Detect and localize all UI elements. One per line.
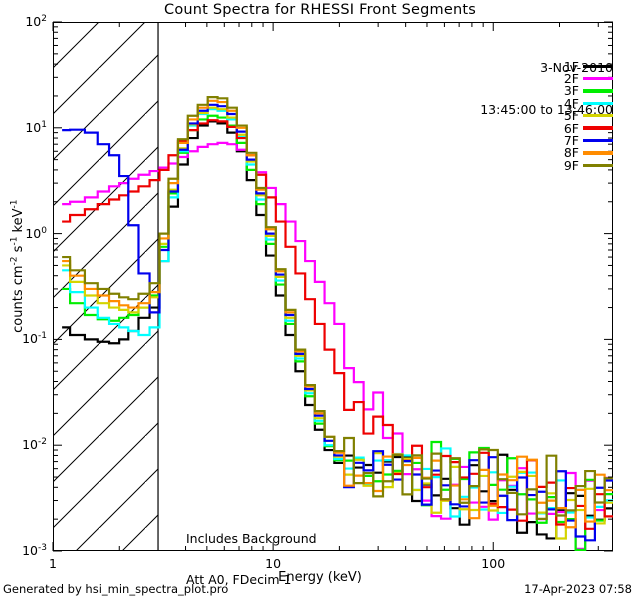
y-tick-label: 101 (25, 119, 47, 135)
legend-label: 6F (563, 120, 579, 136)
plot-note: Includes Background Att A0, FDecim 1 (186, 505, 317, 613)
legend-label: 1F (563, 58, 579, 74)
legend-label: 9F (563, 157, 579, 173)
legend-label: 8F (563, 145, 579, 161)
plot-note-line-1: Includes Background (186, 531, 317, 546)
y-tick-label: 100 (25, 225, 47, 241)
legend-item-1f[interactable]: 1F (563, 58, 613, 74)
legend-color-swatch (583, 89, 613, 93)
legend-color-swatch (583, 114, 613, 118)
footer-timestamp: 17-Apr-2023 07:58 (524, 582, 632, 596)
chart-root: Count Spectra for RHESSI Front Segments … (3, 2, 632, 596)
legend-color-swatch (583, 163, 613, 168)
y-axis-label-text: counts cm-2 s-1 keV-1 (9, 199, 27, 333)
x-tick-label: 1 (49, 556, 57, 571)
legend-label: 7F (563, 133, 579, 149)
legend-item-5f[interactable]: 5F (563, 108, 613, 124)
y-tick-label: 10-3 (22, 543, 47, 559)
legend-color-swatch (583, 101, 613, 106)
legend: 1F 2F 3F 4F 5F 6F 7F 8F 9F (563, 58, 613, 173)
legend-item-8f[interactable]: 8F (563, 145, 613, 161)
y-tick-label: 10-1 (22, 331, 47, 347)
y-tick-label: 102 (25, 14, 47, 30)
page-title: Count Spectra for RHESSI Front Segments (164, 2, 476, 18)
legend-color-swatch (583, 64, 613, 68)
legend-item-3f[interactable]: 3F (563, 83, 613, 99)
observation-annotation: 3-Nov-2010 13:45:00 to 13:46:00 (480, 33, 613, 145)
legend-item-6f[interactable]: 6F (563, 120, 613, 136)
legend-item-9f[interactable]: 9F (563, 157, 613, 173)
plot-note-line-2: Att A0, FDecim 1 (186, 571, 292, 587)
x-tick-label: 10 (265, 556, 282, 571)
observation-time-range: 13:45:00 to 13:46:00 (480, 102, 613, 117)
legend-color-swatch (583, 126, 613, 130)
legend-item-4f[interactable]: 4F (563, 95, 613, 111)
spectra-plot-canvas (53, 22, 613, 551)
footer-generator: Generated by hsi_min_spectra_plot.pro (3, 582, 229, 596)
legend-item-7f[interactable]: 7F (563, 133, 613, 149)
legend-color-swatch (583, 151, 613, 155)
legend-color-swatch (583, 138, 613, 143)
series-line-6f (62, 119, 613, 530)
x-tick-label: 100 (481, 556, 506, 571)
legend-label: 2F (563, 71, 579, 87)
legend-label: 5F (563, 108, 579, 124)
series-line-8f (62, 99, 613, 529)
x-axis-label: Energy (keV) (278, 570, 362, 585)
y-tick-label: 10-2 (22, 437, 47, 453)
y-axis-label: counts cm-2 s-1 keV-1 (10, 126, 26, 406)
series-line-2f (62, 141, 613, 550)
observation-date: 3-Nov-2010 (540, 60, 613, 75)
legend-item-2f[interactable]: 2F (563, 71, 613, 87)
legend-label: 4F (563, 95, 579, 111)
series-line-9f (62, 96, 613, 521)
legend-label: 3F (563, 83, 579, 99)
legend-color-swatch (583, 76, 613, 81)
